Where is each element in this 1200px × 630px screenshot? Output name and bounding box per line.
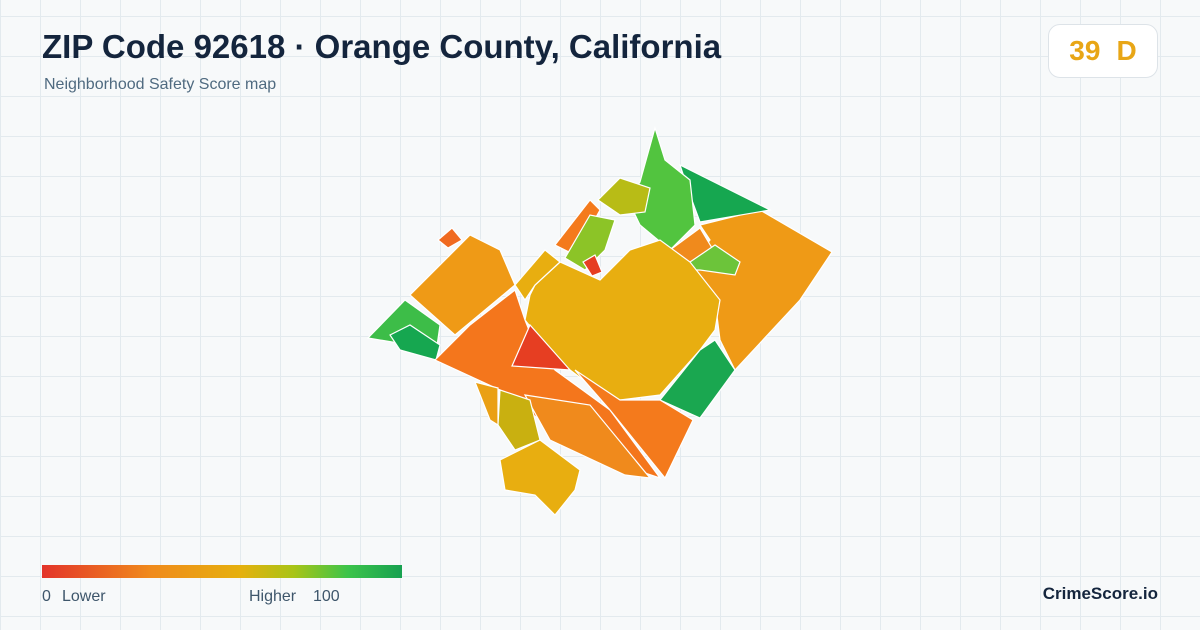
region [582, 254, 603, 277]
score-badge: 39 D [1048, 24, 1158, 78]
score-value: 39 [1069, 35, 1101, 66]
region [514, 249, 561, 302]
region [564, 214, 616, 271]
legend-bar [42, 565, 402, 578]
region [437, 227, 463, 249]
title: ZIP Code 92618 · Orange County, Californ… [42, 28, 722, 65]
region [474, 381, 499, 427]
region [574, 369, 694, 480]
region [659, 339, 736, 419]
region [511, 323, 572, 371]
region [497, 389, 541, 451]
score-grade: D [1116, 35, 1137, 66]
region [499, 439, 581, 516]
legend-min: 0 [42, 588, 51, 605]
legend-max-label: Higher [249, 588, 297, 605]
region [409, 234, 516, 336]
legend-max: 100 [313, 588, 340, 605]
region [523, 394, 652, 479]
subtitle: Neighborhood Safety Score map [44, 76, 277, 93]
legend-min-label: Lower [62, 588, 106, 605]
brand: CrimeScore.io [1042, 584, 1158, 603]
region [597, 177, 651, 216]
region [389, 324, 441, 361]
